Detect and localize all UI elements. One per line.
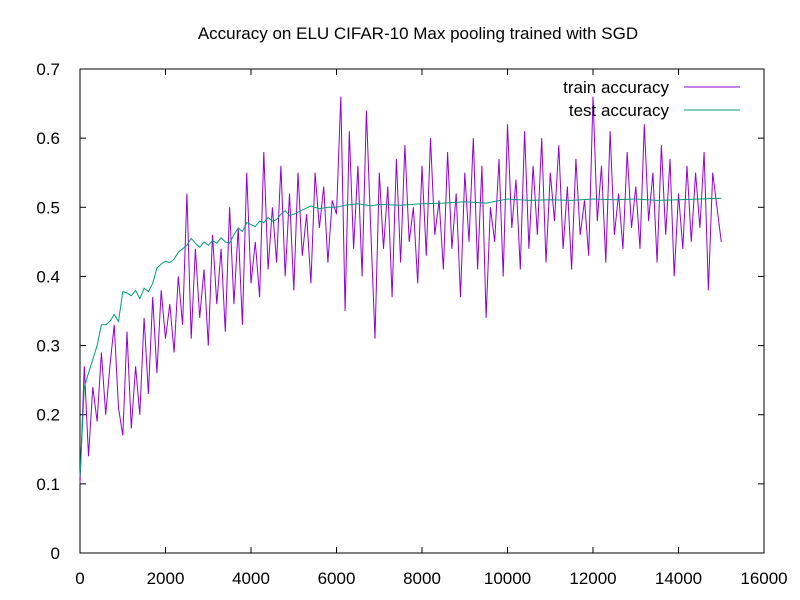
y-tick-label: 0.3 (36, 337, 60, 356)
chart-title: Accuracy on ELU CIFAR-10 Max pooling tra… (198, 24, 638, 43)
legend: train accuracy test accuracy (563, 78, 740, 120)
x-tick-label: 8000 (403, 569, 441, 588)
series-line-test-accuracy (79, 197, 722, 477)
x-tick-label: 0 (75, 569, 84, 588)
y-tick-label: 0 (51, 544, 60, 563)
y-tick-label: 0.1 (36, 475, 60, 494)
x-tick-label: 4000 (232, 569, 270, 588)
x-tick-label: 14000 (655, 569, 702, 588)
y-tick-label: 0.2 (36, 406, 60, 425)
x-axis: 0 2000 4000 6000 8000 10000 12000 14000 16000 (75, 69, 788, 588)
x-tick-label: 12000 (569, 569, 616, 588)
y-tick-label: 0.7 (36, 60, 60, 79)
y-tick-label: 0.4 (36, 267, 60, 286)
series-line-train-accuracy (79, 96, 722, 484)
y-tick-label: 0.6 (36, 129, 60, 148)
x-tick-label: 10000 (484, 569, 531, 588)
series-layer (79, 96, 722, 484)
legend-label: test accuracy (569, 101, 670, 120)
y-axis: 0 0.1 0.2 0.3 0.4 0.5 0.6 0.7 (36, 60, 764, 563)
x-tick-label: 6000 (318, 569, 356, 588)
x-tick-label: 2000 (147, 569, 185, 588)
y-tick-label: 0.5 (36, 198, 60, 217)
legend-label: train accuracy (563, 78, 669, 97)
x-tick-label: 16000 (740, 569, 787, 588)
